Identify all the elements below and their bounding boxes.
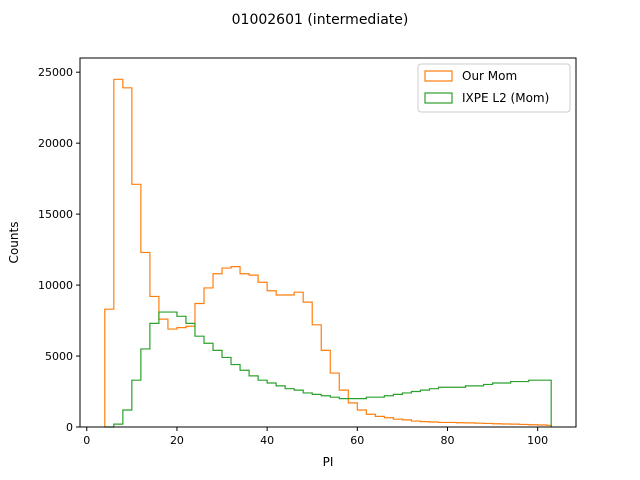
y-axis-label: Counts [7, 222, 21, 264]
x-tick-label: 60 [350, 434, 364, 447]
chart-title: 01002601 (intermediate) [232, 12, 409, 28]
legend: Our Mom IXPE L2 (Mom) [417, 63, 571, 113]
y-tick-label: 10000 [38, 279, 73, 292]
x-tick-label: 20 [170, 434, 184, 447]
axes-frame [79, 57, 577, 428]
x-tick-label: 0 [83, 434, 90, 447]
series-layer [104, 78, 552, 428]
legend-box [417, 63, 571, 113]
x-tick-label: 80 [440, 434, 454, 447]
legend-entries: Our Mom IXPE L2 (Mom) [424, 69, 549, 105]
y-tick-label: 15000 [38, 208, 73, 221]
legend-swatch [424, 92, 453, 104]
legend-label: IXPE L2 (Mom) [462, 91, 549, 105]
y-tick-label: 25000 [38, 66, 73, 79]
x-tick-label: 40 [260, 434, 274, 447]
legend-swatch [424, 70, 453, 82]
y-tick-label: 0 [66, 421, 73, 434]
y-tick-label: 20000 [38, 137, 73, 150]
legend-label: Our Mom [462, 69, 517, 83]
x-axis-label: PI [323, 455, 334, 469]
x-tick-label: 100 [527, 434, 548, 447]
histogram-series-2 [104, 311, 552, 428]
y-tick-label: 5000 [45, 350, 73, 363]
ticks-layer: 0 20 40 60 80 100 0 5000 10000 15000 20000 25000 [38, 66, 548, 447]
histogram-series-1 [104, 78, 552, 427]
